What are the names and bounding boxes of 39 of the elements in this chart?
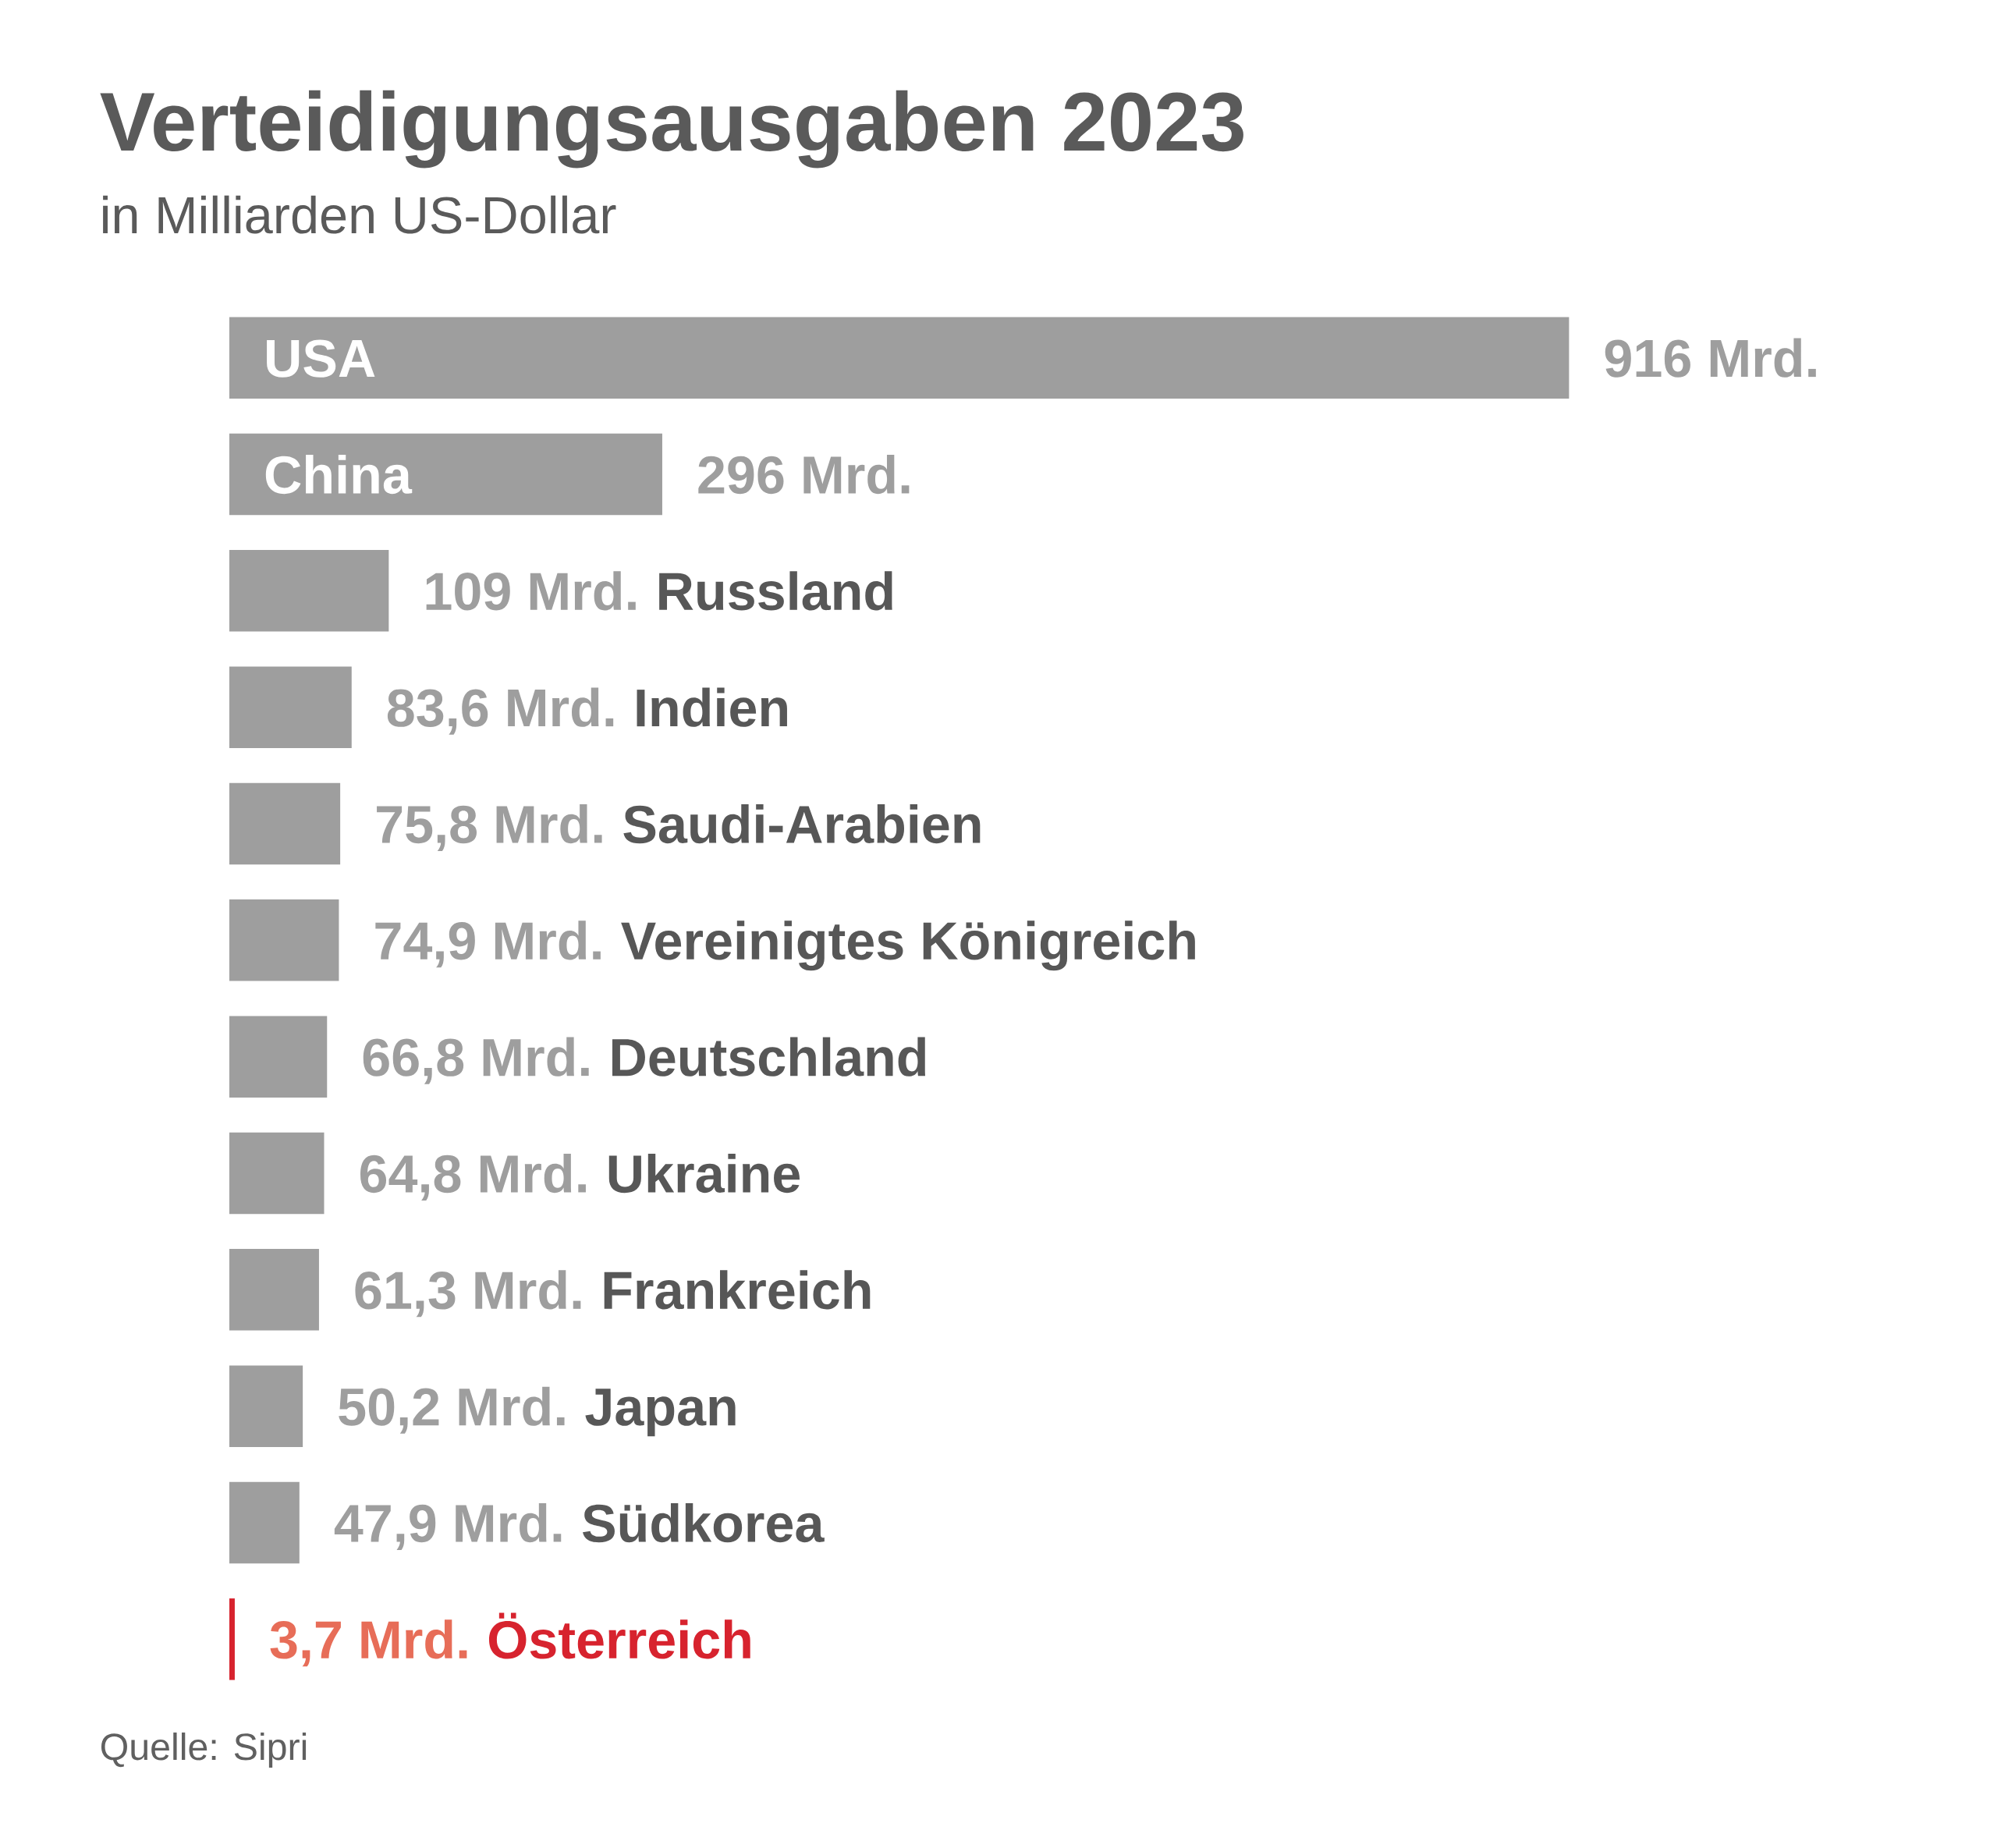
bar xyxy=(229,782,341,865)
data-label: 3,7 Mrd. xyxy=(270,1619,467,1667)
bar xyxy=(229,317,1570,399)
data-label: 66,8 Mrd. xyxy=(363,1037,589,1084)
y-tick-label: Österreich xyxy=(488,1612,750,1659)
y-tick-label: China xyxy=(265,454,413,495)
y-tick-label: Russland xyxy=(659,571,892,611)
source-note: Quelle: Sipri xyxy=(101,1732,307,1768)
y-tick-label: Frankreich xyxy=(604,1270,871,1310)
data-label: 83,6 Mrd. xyxy=(387,687,614,735)
bar xyxy=(229,550,389,632)
data-label: 109 Mrd. xyxy=(426,571,636,611)
y-tick-label: Indien xyxy=(637,687,787,727)
bar xyxy=(229,1481,300,1564)
y-tick-label: Südkorea xyxy=(583,1502,825,1543)
chart-title: Verteidigungsausgaben 2023 xyxy=(100,90,1243,168)
bar xyxy=(229,1132,325,1215)
bar xyxy=(229,1016,328,1098)
bar xyxy=(229,899,339,981)
data-label: 61,3 Mrd. xyxy=(355,1270,581,1318)
bar xyxy=(229,1249,319,1331)
y-tick-label: Ukraine xyxy=(608,1153,800,1194)
data-label: 74,9 Mrd. xyxy=(375,920,601,968)
y-tick-label: Deutschland xyxy=(612,1037,926,1077)
data-label: 296 Mrd. xyxy=(698,454,910,495)
bar xyxy=(229,666,352,748)
data-label: 64,8 Mrd. xyxy=(360,1153,586,1201)
y-tick-label: Vereinigtes Königreich xyxy=(621,920,1195,971)
data-label: 50,2 Mrd. xyxy=(339,1386,565,1434)
data-label: 75,8 Mrd. xyxy=(377,803,602,852)
bar xyxy=(229,1598,235,1680)
bar xyxy=(229,433,662,516)
bar xyxy=(229,1365,303,1447)
data-label: 47,9 Mrd. xyxy=(334,1502,562,1551)
data-label: 916 Mrd. xyxy=(1605,338,1816,378)
chart-subtitle: in Milliarden US-Dollar xyxy=(103,195,616,234)
y-tick-label: Saudi-Arabien xyxy=(623,803,981,844)
y-tick-label: Japan xyxy=(585,1389,736,1437)
y-tick-label: USA xyxy=(267,339,375,378)
